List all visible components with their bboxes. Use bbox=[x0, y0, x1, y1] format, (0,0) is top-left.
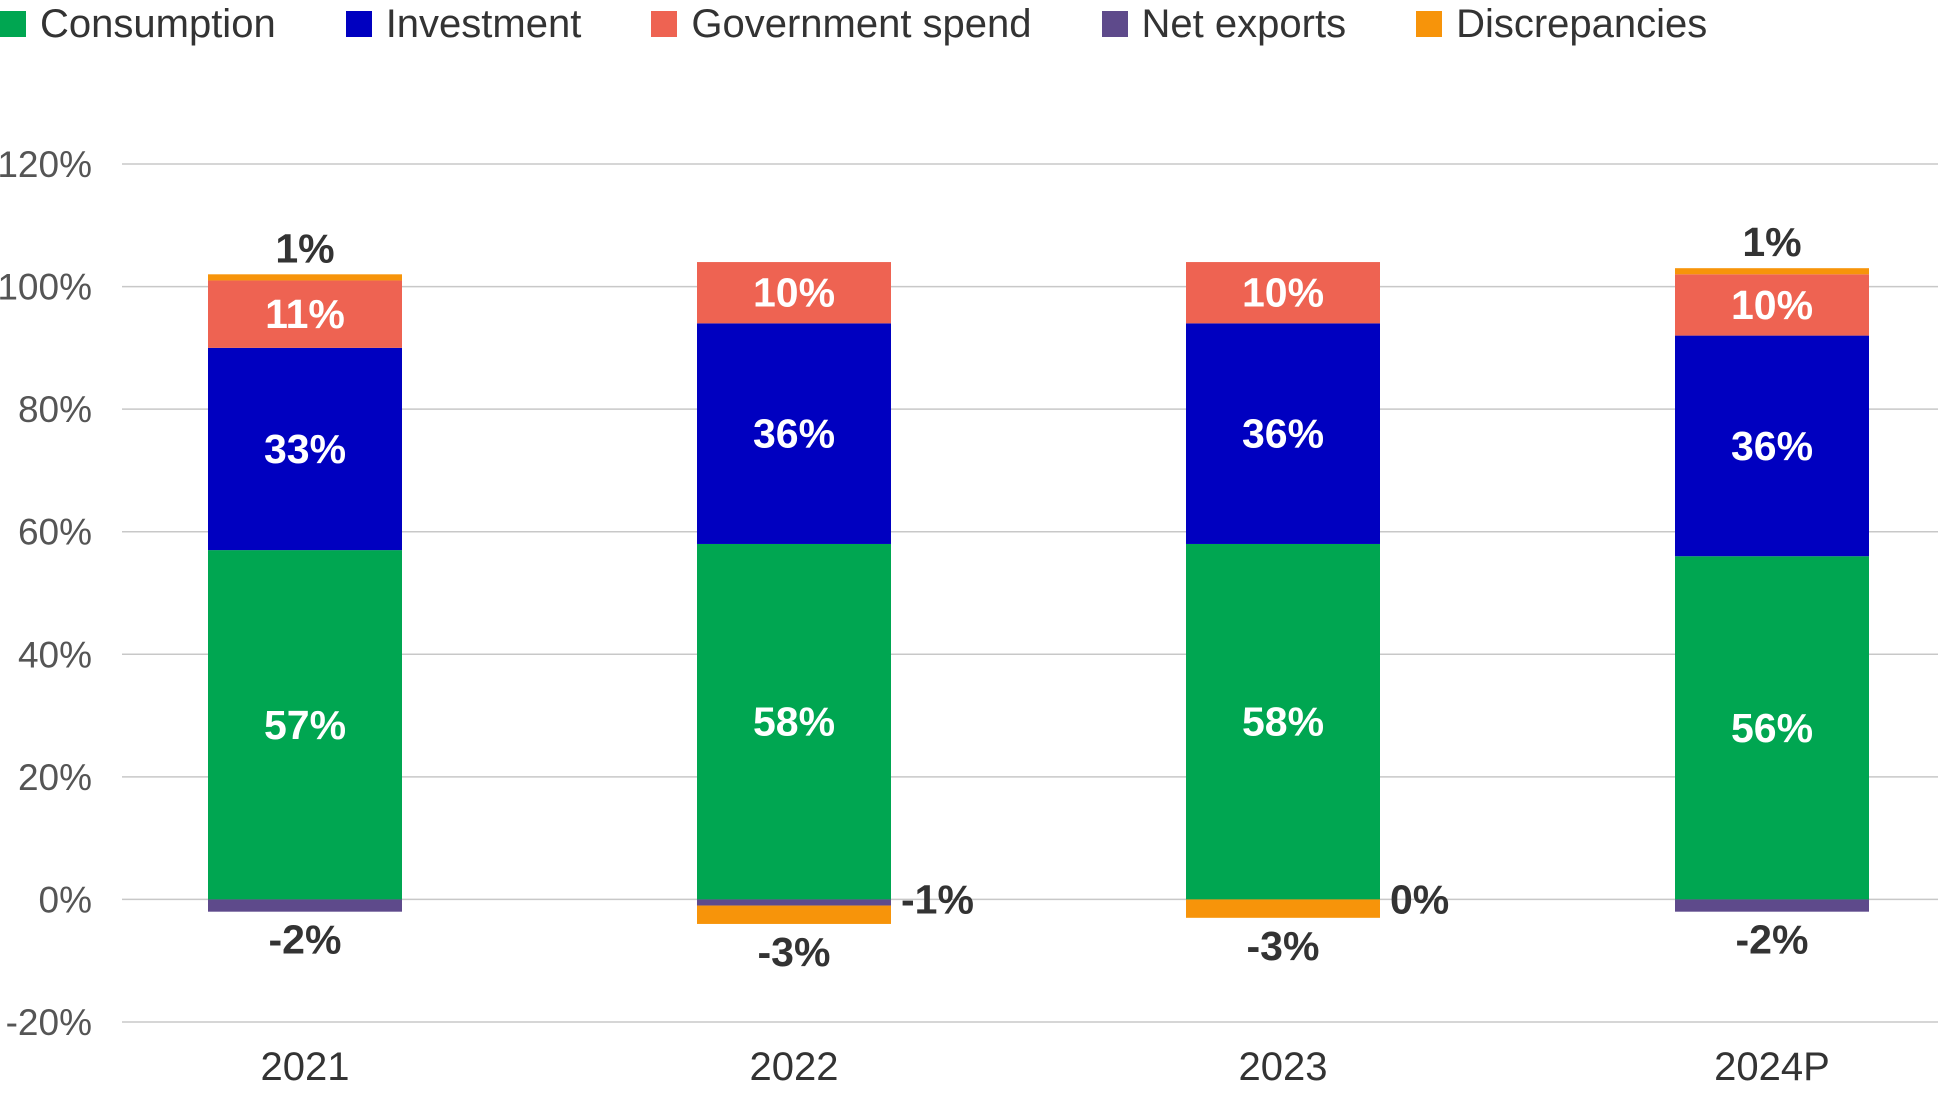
legend-label-net-exports: Net exports bbox=[1141, 1, 1347, 46]
bar-segment-investment bbox=[1675, 335, 1869, 557]
data-label-government-spend: 10% bbox=[753, 270, 835, 316]
data-label-investment: 36% bbox=[1242, 411, 1324, 457]
bar-segment-government-spend bbox=[697, 262, 891, 324]
bar-segment-government-spend bbox=[1675, 274, 1869, 336]
legend-swatch-discrepancies bbox=[1416, 11, 1443, 37]
bar-segment-investment bbox=[697, 323, 891, 544]
legend-label-consumption: Consumption bbox=[40, 1, 276, 46]
data-label-discrepancies: -3% bbox=[758, 929, 831, 975]
bar-segment-discrepancies bbox=[1186, 899, 1380, 918]
x-tick-label: 2022 bbox=[750, 1045, 839, 1089]
data-label-consumption: 56% bbox=[1731, 705, 1813, 751]
y-tick-label: 60% bbox=[18, 512, 92, 553]
y-tick-label: 120% bbox=[0, 144, 92, 185]
bar-segment-investment bbox=[208, 347, 402, 551]
legend-swatch-government-spend bbox=[651, 11, 678, 37]
legend-item-government-spend: Government spend bbox=[651, 1, 1032, 47]
legend-item-investment: Investment bbox=[345, 1, 582, 47]
legend-swatch-consumption bbox=[0, 11, 26, 37]
data-label-government-spend: 10% bbox=[1731, 282, 1813, 328]
bar-segment-net-exports bbox=[1675, 899, 1869, 912]
bar-segment-consumption bbox=[697, 543, 891, 900]
data-label-government-spend: 11% bbox=[265, 291, 345, 337]
y-tick-label: 20% bbox=[18, 757, 92, 798]
legend-swatch-net-exports bbox=[1101, 11, 1128, 37]
legend-label-investment: Investment bbox=[385, 1, 582, 46]
bar-segment-consumption bbox=[1675, 556, 1869, 900]
data-label-net-exports: -2% bbox=[1736, 917, 1809, 963]
legend-item-consumption: Consumption bbox=[0, 2, 276, 47]
bar-segment-net-exports bbox=[208, 899, 402, 912]
x-tick-label: 2024P bbox=[1714, 1045, 1830, 1089]
data-label-investment: 33% bbox=[264, 426, 346, 472]
data-label-government-spend: 10% bbox=[1242, 270, 1324, 316]
data-label-net-exports: -1% bbox=[901, 876, 974, 922]
data-label-investment: 36% bbox=[753, 411, 835, 457]
legend-label-government-spend: Government spend bbox=[691, 1, 1032, 46]
bar-segment-discrepancies bbox=[208, 274, 402, 281]
data-label-consumption: 58% bbox=[753, 699, 835, 745]
data-label-discrepancies: 1% bbox=[275, 225, 334, 271]
bar-segment-consumption bbox=[208, 550, 402, 900]
data-label-investment: 36% bbox=[1731, 423, 1813, 469]
y-tick-label: 100% bbox=[0, 267, 92, 308]
data-label-consumption: 57% bbox=[264, 702, 346, 748]
data-label-net-exports: 0% bbox=[1390, 876, 1449, 922]
data-label-consumption: 58% bbox=[1242, 699, 1324, 745]
bar-segment-government-spend bbox=[1186, 262, 1380, 324]
legend-item-net-exports: Net exports bbox=[1101, 1, 1347, 47]
legend-swatch-investment bbox=[345, 11, 372, 37]
y-tick-label: 0% bbox=[39, 879, 92, 920]
bar-segment-consumption bbox=[1186, 543, 1380, 900]
y-tick-label: -20% bbox=[6, 1002, 92, 1043]
bar-segment-discrepancies bbox=[1675, 268, 1869, 275]
x-tick-label: 2023 bbox=[1239, 1045, 1328, 1089]
bar-segment-net-exports bbox=[697, 899, 891, 906]
data-label-discrepancies: -3% bbox=[1247, 923, 1320, 969]
bar-segment-government-spend bbox=[208, 280, 402, 348]
y-tick-label: 40% bbox=[18, 634, 92, 675]
legend-item-discrepancies: Discrepancies bbox=[1416, 2, 1707, 47]
data-label-discrepancies: 1% bbox=[1742, 219, 1801, 265]
x-tick-label: 2021 bbox=[261, 1045, 350, 1089]
y-tick-label: 80% bbox=[18, 389, 92, 430]
bar-segment-investment bbox=[1186, 323, 1380, 544]
data-label-net-exports: -2% bbox=[269, 917, 342, 963]
bar-segment-discrepancies bbox=[697, 905, 891, 924]
legend: Consumption Investment Government spend … bbox=[0, 0, 1777, 48]
legend-label-discrepancies: Discrepancies bbox=[1456, 1, 1708, 46]
